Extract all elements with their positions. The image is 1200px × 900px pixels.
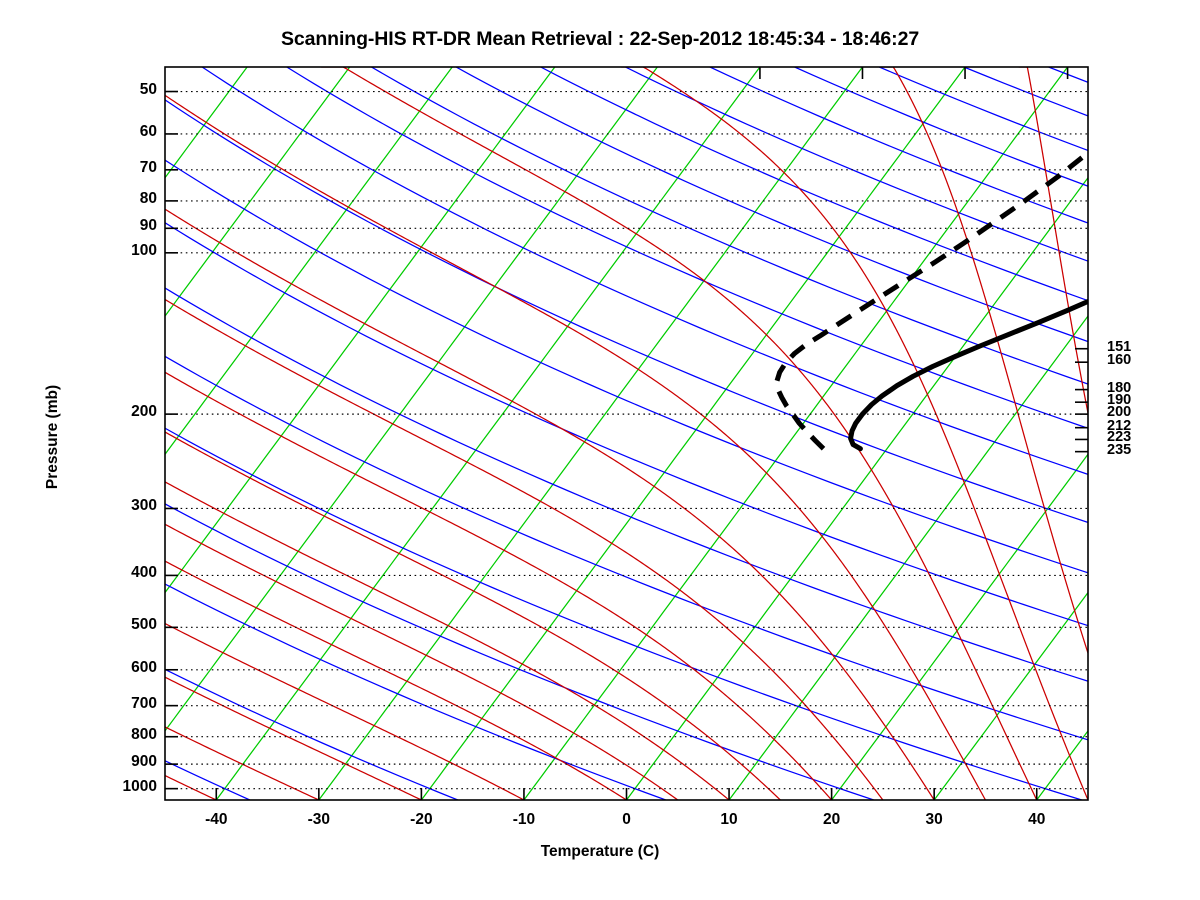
background-thermodynamic-lines xyxy=(165,67,1088,800)
pressure-tick-900: 900 xyxy=(131,753,157,771)
right-axis-tick-190: 190 xyxy=(1107,392,1132,409)
sounding-profiles xyxy=(774,149,1088,452)
axis-tick-marks xyxy=(165,67,1088,800)
temperature-tick-20: 20 xyxy=(822,811,841,828)
pressure-tick-100: 100 xyxy=(131,241,157,259)
chart-title: Scanning-HIS RT-DR Mean Retrieval : 22-S… xyxy=(280,28,920,50)
right-axis-tick-212: 212 xyxy=(1107,417,1132,434)
right-axis-tick-151: 151 xyxy=(1107,338,1132,355)
right-axis-tick-235: 235 xyxy=(1107,441,1132,458)
profile-temperature xyxy=(848,298,1088,452)
pressure-tick-700: 700 xyxy=(131,694,157,712)
pressure-tick-600: 600 xyxy=(131,658,157,676)
pressure-tick-50: 50 xyxy=(139,80,157,98)
right-axis-tick-200: 200 xyxy=(1107,404,1132,421)
temperature-tick--10: -10 xyxy=(512,811,536,828)
temperature-tick-40: 40 xyxy=(1028,811,1046,828)
temperature-tick-0: 0 xyxy=(622,811,631,828)
pressure-tick-800: 800 xyxy=(131,725,157,743)
right-axis-tick-223: 223 xyxy=(1107,429,1132,446)
pressure-tick-300: 300 xyxy=(131,497,157,515)
pressure-tick-500: 500 xyxy=(131,616,157,634)
temperature-tick--40: -40 xyxy=(205,811,228,828)
profile-dewpoint xyxy=(774,149,1088,451)
pressure-tick-60: 60 xyxy=(139,122,157,140)
temperature-tick-10: 10 xyxy=(720,811,738,828)
pressure-tick-1000: 1000 xyxy=(122,777,157,795)
right-axis-tick-160: 160 xyxy=(1107,352,1132,369)
temperature-tick-30: 30 xyxy=(925,811,943,828)
plot-frame xyxy=(164,66,1089,801)
temperature-tick--30: -30 xyxy=(307,811,331,828)
pressure-tick-90: 90 xyxy=(139,217,157,235)
pressure-tick-400: 400 xyxy=(131,564,157,582)
pressure-tick-70: 70 xyxy=(139,158,157,176)
pressure-tick-80: 80 xyxy=(139,189,157,207)
temperature-tick--20: -20 xyxy=(410,811,433,828)
x-axis-title: Temperature (C) xyxy=(540,843,660,860)
pressure-tick-200: 200 xyxy=(131,403,157,421)
y-axis-title: Pressure (mb) xyxy=(44,384,61,490)
pressure-gridlines xyxy=(165,90,1088,790)
right-axis-tick-180: 180 xyxy=(1107,379,1132,396)
